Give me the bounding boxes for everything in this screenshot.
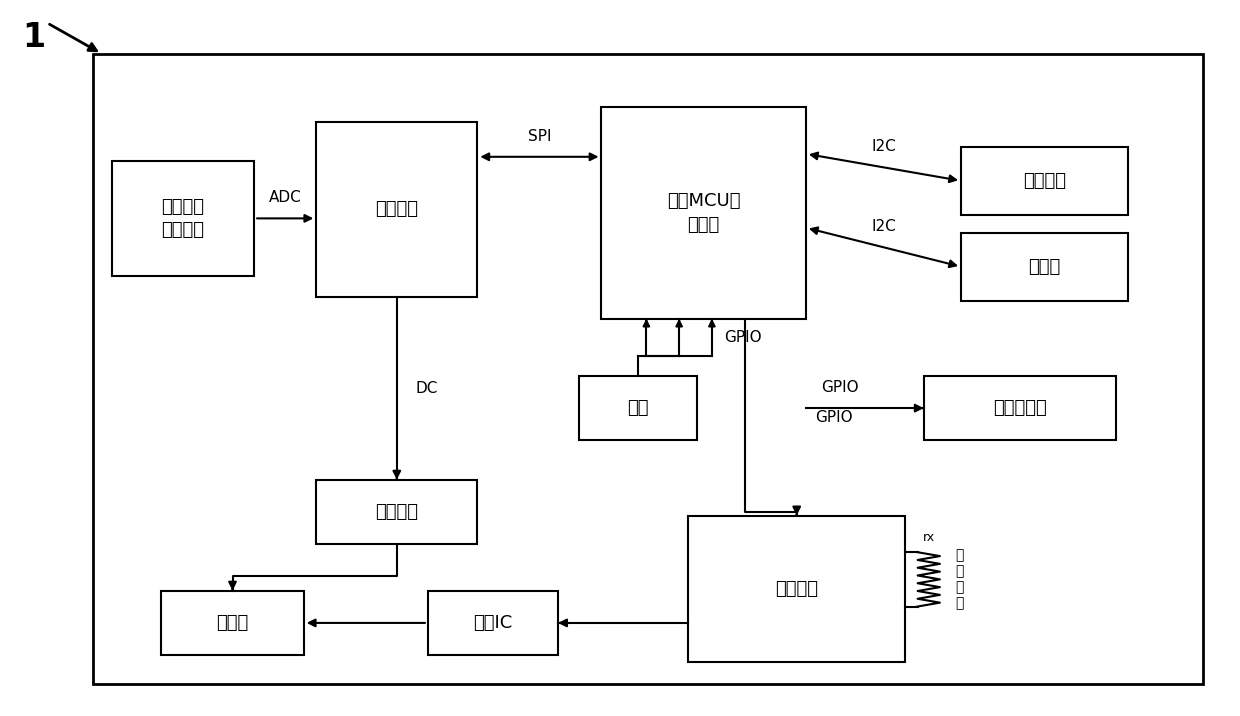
Text: 按键: 按键 [627,399,649,417]
Text: 重量采集
传感模块: 重量采集 传感模块 [161,198,205,239]
Text: GPIO: GPIO [724,330,761,344]
Text: I2C: I2C [872,219,895,234]
Bar [924,376,1116,440]
Text: 1: 1 [22,21,46,54]
Bar [688,516,905,662]
Text: 接
收
线
圈: 接 收 线 圈 [955,548,963,611]
Bar [93,54,1203,684]
Text: 充电IC: 充电IC [474,614,512,632]
Text: SPI: SPI [528,129,551,144]
Bar [112,161,254,276]
Text: GPIO: GPIO [816,410,853,425]
Bar [601,107,806,319]
Text: 锂电池: 锂电池 [216,614,249,632]
Text: 充电状态灯: 充电状态灯 [993,399,1047,417]
Text: 无线充电: 无线充电 [775,580,818,598]
Text: 稳压芯片: 稳压芯片 [376,503,418,521]
Bar [316,122,477,297]
Text: 主控MCU处
理芯片: 主控MCU处 理芯片 [667,192,740,234]
Text: I2C: I2C [872,140,895,155]
Text: ADC: ADC [269,190,301,205]
Text: 电量计: 电量计 [1028,258,1061,276]
Text: 加速度计: 加速度计 [1023,172,1066,190]
Text: rx: rx [923,531,935,543]
Bar [961,233,1128,301]
Text: GPIO: GPIO [821,380,859,395]
Bar [316,480,477,544]
Bar [161,591,304,655]
Bar [579,376,697,440]
Bar [428,591,558,655]
Bar [961,147,1128,215]
Text: DC: DC [415,381,438,396]
Text: 模数转换: 模数转换 [376,200,418,218]
